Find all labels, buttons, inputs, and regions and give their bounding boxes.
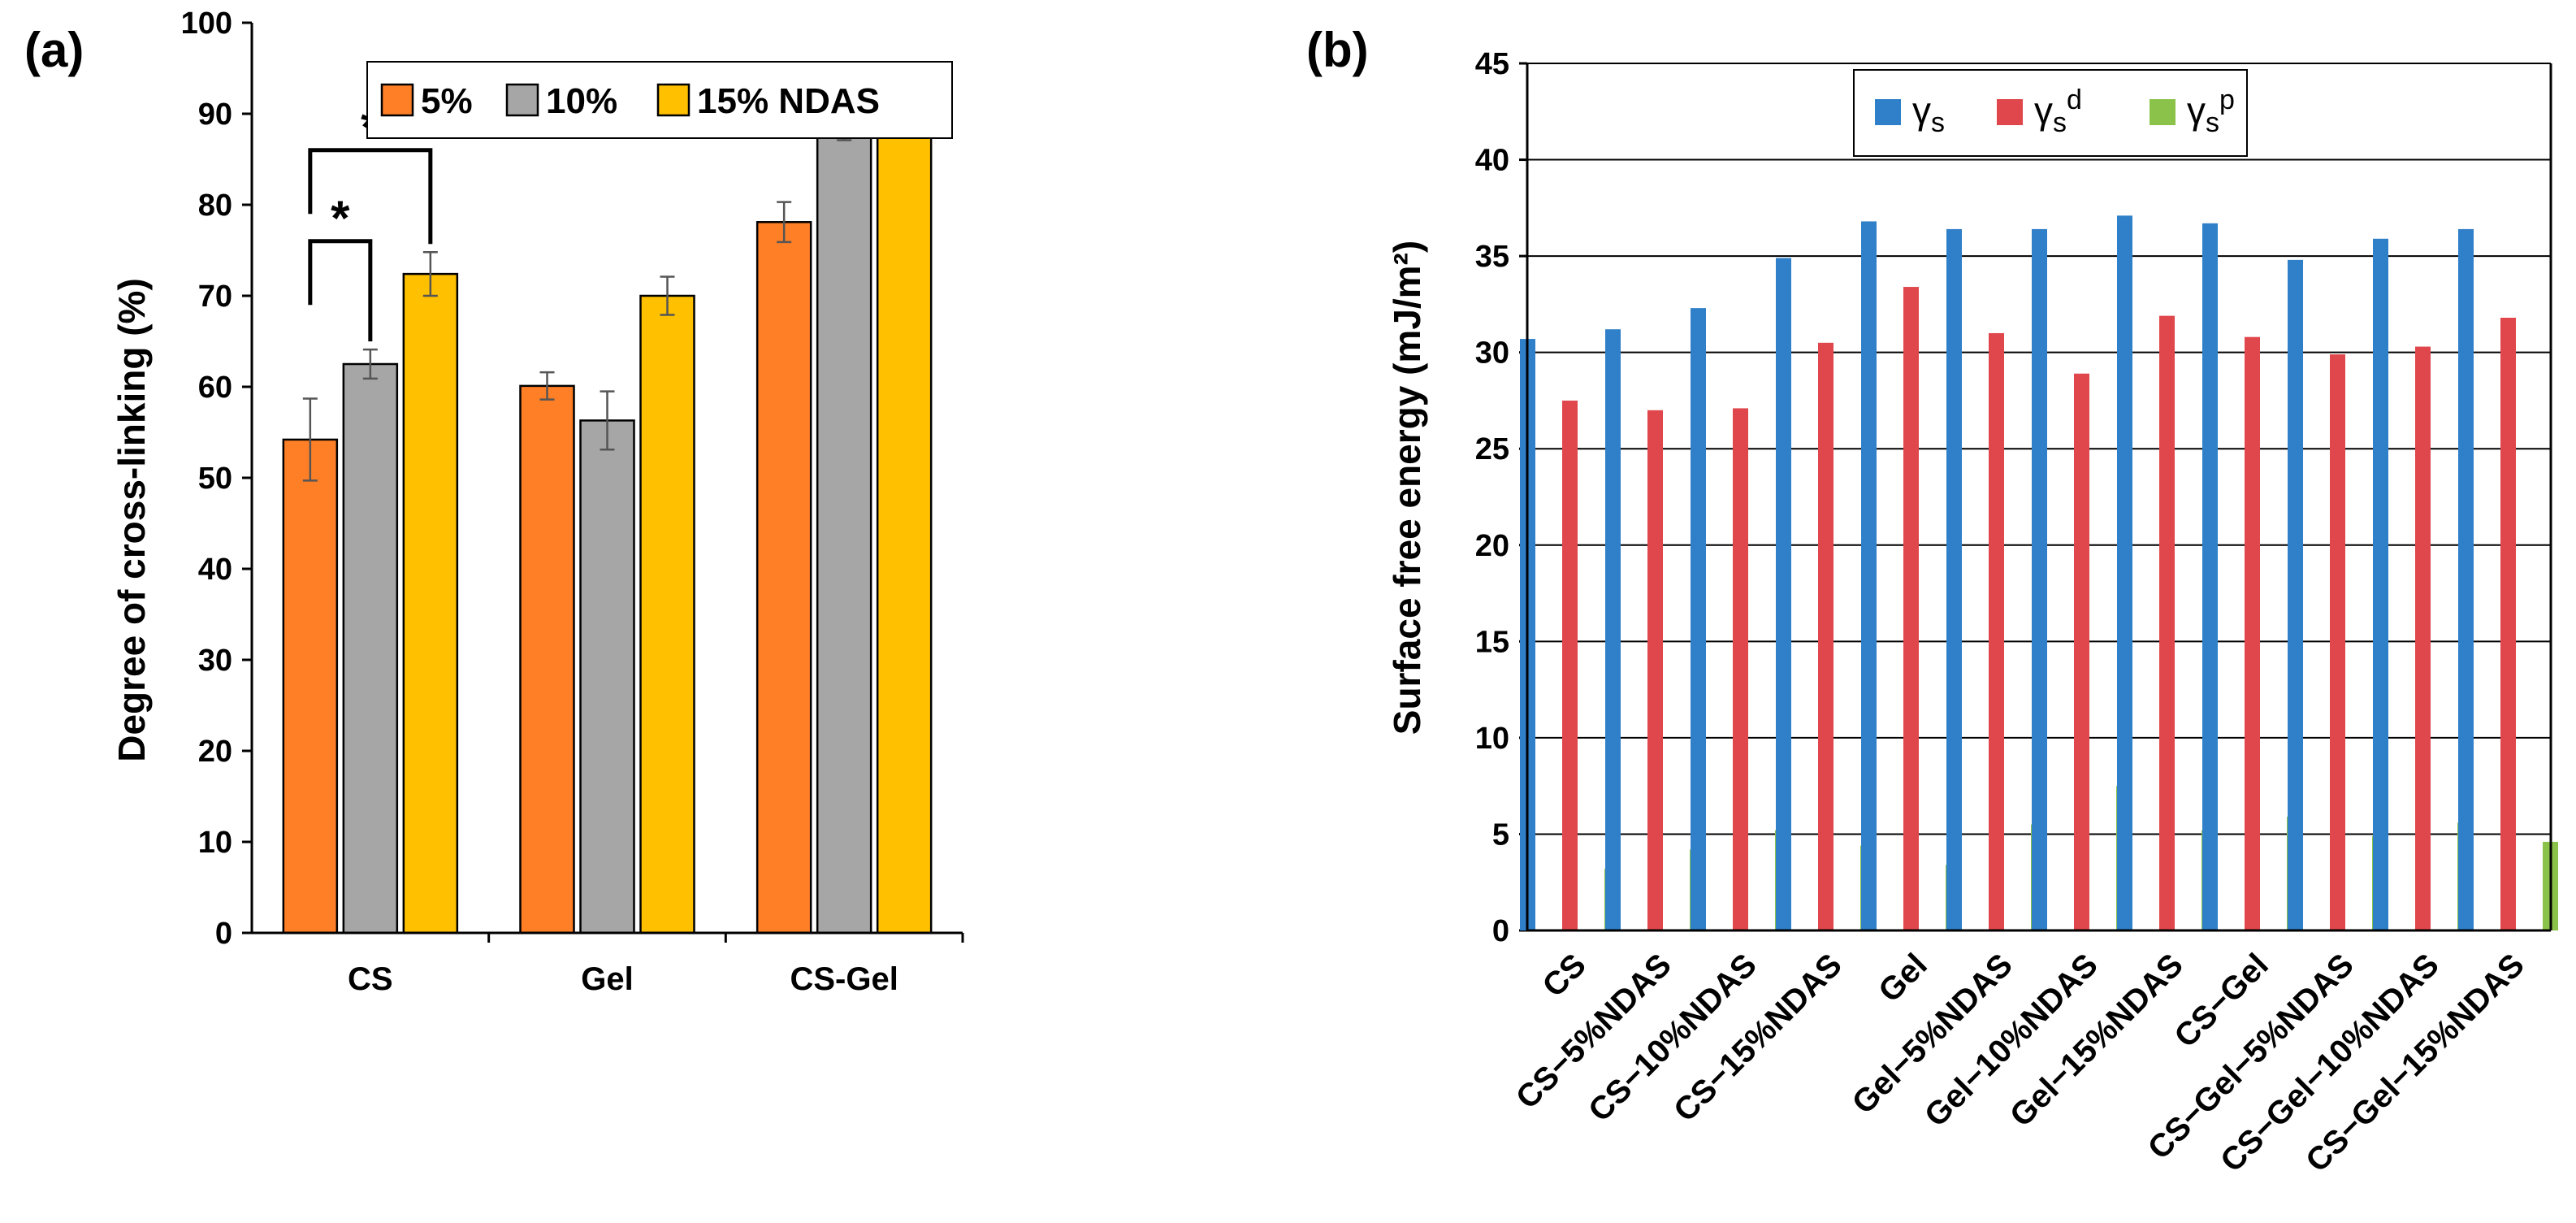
panel-b-y-tick-label: 45 [1475,47,1509,81]
panel-b-legend-swatch [2150,99,2176,125]
panel-a-bar [579,419,635,935]
panel-b-chart: (b) Surface free energy (mJ/m²) 0 5 10 15 20… [1306,23,2558,1179]
panel-a-bar [876,98,933,935]
panel-b-bar [2202,223,2218,930]
panel-b-bar [1989,332,2004,930]
panel-a-y-tick-label: 100 [181,7,232,41]
panel-a-legend-label: 10% [546,81,617,121]
panel-b-axes [1526,63,2552,932]
panel-a-chart: (a) Degree of cross-linking (%) 0 10 20 30 4… [24,7,964,997]
panel-b-bar [2288,259,2303,930]
panel-a-significance-bracket [308,239,373,342]
panel-b-legend-label: γsp [2187,85,2235,138]
panel-a-y-ticks: 0 10 20 30 40 50 60 70 80 90 100 [181,7,252,951]
panel-b-bar [2159,315,2175,930]
panel-b-legend-swatch [1997,99,2023,125]
panel-b-bar [2074,373,2089,930]
panel-a-category-label: Gel [581,961,633,997]
panel-b-legend-label: γsd [2034,85,2082,138]
panel-b-bar [2330,354,2345,930]
panel-a-legend-swatch [656,83,691,117]
panel-a-bar [519,384,575,935]
panel-a-bar [639,294,695,935]
panel-a-significance-bracket [308,148,433,245]
panel-a-axes [250,23,964,943]
panel-b-bar [2500,317,2516,930]
panel-b-y-tick-label: 15 [1475,625,1509,659]
panel-b-bar [1903,287,1919,930]
panel-a-significance-star: * [331,191,350,245]
panel-a-y-tick-label: 0 [215,917,232,951]
panel-b-bar [1818,342,1834,930]
panel-b-legend: γs γsd γsp [1853,69,2248,157]
panel-a-y-tick-label: 70 [198,280,232,314]
panel-b-y-axis-label: Surface free energy (mJ/m²) [1386,241,1428,735]
panel-a-category-label: CS [348,961,393,997]
panel-a-y-tick-label: 30 [198,644,232,678]
panel-a-y-tick-label: 80 [198,189,232,223]
panel-a-category-label: CS-Gel [790,961,898,997]
panel-b-bars [1520,215,2558,931]
panel-b-label: (b) [1306,23,1369,77]
panel-b-bar [2032,228,2047,931]
panel-a-legend-label: 5% [421,81,473,121]
panel-b-bar [1605,329,1621,930]
panel-a-y-tick-label: 40 [198,553,232,587]
panel-b-y-tick-label: 30 [1475,336,1509,371]
panel-b-bar [2415,346,2431,930]
panel-a-bar [282,438,339,935]
panel-b-bar [2458,228,2474,931]
panel-b-y-tick-label: 35 [1475,240,1509,274]
panel-a-legend-swatch [380,83,414,117]
panel-b-bar [1691,308,1706,930]
panel-b-bar [1733,408,1748,930]
panel-b-y-ticks: 0 5 10 15 20 25 30 35 40 45 [1475,47,1527,948]
panel-b-y-tick-label: 5 [1492,818,1509,852]
panel-b-bar [1776,258,1791,931]
panel-b-legend-swatch [1875,99,1901,125]
panel-b-bar [1946,228,1962,931]
panel-b-bar [2117,215,2132,931]
panel-a-y-axis-label: Degree of cross-linking (%) [110,278,153,762]
panel-a-legend: 5% 10% 15% NDAS [366,61,953,139]
panel-a-legend-label: 15% NDAS [697,81,880,121]
panel-a-y-tick-label: 90 [198,98,232,132]
panel-b-y-tick-label: 0 [1492,914,1509,948]
panel-b-legend-label: γs [1912,89,1945,138]
panel-b-bar [2373,238,2388,930]
panel-a-y-tick-label: 10 [198,826,232,860]
panel-a-bar [402,272,459,935]
panel-b-bar [1562,400,1578,930]
panel-b-category-label: Gel [1872,947,1934,1009]
panel-b-y-tick-label: 40 [1475,144,1509,178]
panel-b-y-tick-label: 25 [1475,432,1509,466]
panel-a-y-tick-label: 50 [198,462,232,496]
panel-b-y-tick-label: 20 [1475,529,1509,563]
panel-b-bar [2245,336,2260,931]
panel-a-category-labels: CS Gel CS-Gel [348,961,898,997]
panel-b-bar [1861,221,1877,930]
panel-b-category-label: CS [1535,947,1592,1004]
panel-b-legend-box [1853,69,2248,157]
panel-a-bar [755,221,812,935]
panel-a-bars [282,98,933,935]
panel-a-legend-swatch [505,83,539,117]
panel-a-bar [816,111,872,935]
panel-a-y-tick-label: 20 [198,735,232,769]
panel-b-bar [1647,410,1663,930]
panel-a-label: (a) [24,23,84,77]
panel-a-y-tick-label: 60 [198,371,232,405]
panel-b-y-tick-label: 10 [1475,722,1509,756]
panel-a-bar [342,362,399,935]
